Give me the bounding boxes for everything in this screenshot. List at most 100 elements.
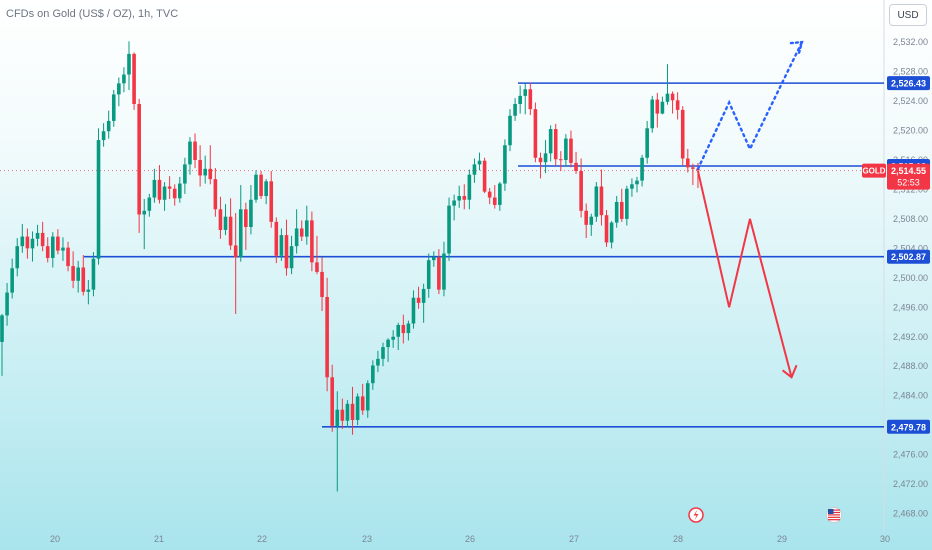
candle-body[interactable] xyxy=(127,53,131,75)
candle-body[interactable] xyxy=(365,383,370,411)
candle-body[interactable] xyxy=(299,228,304,237)
candle-body[interactable] xyxy=(462,196,467,200)
candle-body[interactable] xyxy=(482,160,487,192)
candle-body[interactable] xyxy=(518,95,522,104)
candle-body[interactable] xyxy=(132,53,136,104)
candle-body[interactable] xyxy=(274,221,279,256)
candle-body[interactable] xyxy=(584,210,588,225)
candle-body[interactable] xyxy=(533,109,538,158)
candle-body[interactable] xyxy=(406,323,411,334)
candle-body[interactable] xyxy=(645,128,649,158)
candle-body[interactable] xyxy=(386,339,390,348)
candle-body[interactable] xyxy=(249,199,253,228)
candle-body[interactable] xyxy=(76,267,80,281)
candle-body[interactable] xyxy=(264,181,268,197)
candle-body[interactable] xyxy=(269,181,274,222)
candle-body[interactable] xyxy=(193,141,197,160)
candle-body[interactable] xyxy=(340,409,345,421)
candle-body[interactable] xyxy=(452,200,456,206)
candle-body[interactable] xyxy=(86,289,91,292)
candle-body[interactable] xyxy=(528,89,533,110)
candle-body[interactable] xyxy=(96,140,101,259)
candle-body[interactable] xyxy=(432,257,436,261)
candle-body[interactable] xyxy=(198,159,202,176)
candle-body[interactable] xyxy=(670,93,675,101)
candle-body[interactable] xyxy=(183,164,187,184)
candle-body[interactable] xyxy=(167,186,172,189)
candle-body[interactable] xyxy=(157,179,162,200)
candle-body[interactable] xyxy=(635,180,639,185)
candle-body[interactable] xyxy=(71,266,75,281)
candle-body[interactable] xyxy=(233,245,238,258)
candle-body[interactable] xyxy=(614,201,619,223)
candle-body[interactable] xyxy=(538,157,543,163)
candle-body[interactable] xyxy=(172,188,177,199)
candle-body[interactable] xyxy=(51,236,55,258)
candle-body[interactable] xyxy=(665,93,670,102)
candle-body[interactable] xyxy=(360,396,365,411)
candle-body[interactable] xyxy=(416,297,421,303)
candle-body[interactable] xyxy=(203,168,207,176)
candle-body[interactable] xyxy=(472,164,477,175)
candle-body[interactable] xyxy=(569,138,573,163)
candle-body[interactable] xyxy=(492,197,497,205)
candle-body[interactable] xyxy=(254,174,258,200)
candle-body[interactable] xyxy=(61,247,65,251)
candle-body[interactable] xyxy=(350,403,355,421)
candle-body[interactable] xyxy=(218,209,223,230)
candle-body[interactable] xyxy=(330,377,334,426)
candle-body[interactable] xyxy=(487,191,492,198)
candle-body[interactable] xyxy=(152,179,157,198)
candle-body[interactable] xyxy=(294,228,299,247)
candle-body[interactable] xyxy=(467,174,472,200)
lightning-icon[interactable] xyxy=(688,507,704,523)
candle-body[interactable] xyxy=(619,201,624,219)
candle-body[interactable] xyxy=(111,94,116,121)
candle-body[interactable] xyxy=(640,157,644,181)
candle-body[interactable] xyxy=(548,129,553,154)
candle-body[interactable] xyxy=(30,238,35,249)
candle-body[interactable] xyxy=(228,216,233,246)
candle-body[interactable] xyxy=(208,168,213,180)
candle-body[interactable] xyxy=(686,158,690,168)
candle-body[interactable] xyxy=(66,247,70,267)
candle-body[interactable] xyxy=(320,271,324,297)
candle-body[interactable] xyxy=(477,160,482,165)
candle-body[interactable] xyxy=(0,315,4,342)
candle-body[interactable] xyxy=(238,209,243,258)
candle-body[interactable] xyxy=(25,236,30,249)
candle-body[interactable] xyxy=(503,145,507,184)
candle-body[interactable] xyxy=(162,186,167,200)
candle-body[interactable] xyxy=(310,220,314,263)
candle-body[interactable] xyxy=(660,101,665,114)
bearish-projection-path[interactable] xyxy=(696,170,793,378)
candle-body[interactable] xyxy=(376,358,380,366)
candle-body[interactable] xyxy=(498,183,502,205)
candle-body[interactable] xyxy=(325,296,329,378)
candle-body[interactable] xyxy=(315,262,319,272)
candle-body[interactable] xyxy=(188,141,192,165)
candle-body[interactable] xyxy=(289,246,294,269)
candle-body[interactable] xyxy=(589,216,594,225)
candle-body[interactable] xyxy=(284,235,289,269)
candle-body[interactable] xyxy=(117,83,121,95)
candle-body[interactable] xyxy=(579,171,583,211)
candle-body[interactable] xyxy=(680,109,685,159)
candle-body[interactable] xyxy=(106,120,111,132)
candle-body[interactable] xyxy=(523,89,528,96)
candle-body[interactable] xyxy=(396,324,401,337)
candle-body[interactable] xyxy=(178,183,182,199)
candle-body[interactable] xyxy=(553,129,558,160)
currency-button[interactable]: USD xyxy=(889,4,927,26)
candle-body[interactable] xyxy=(15,246,20,269)
candle-body[interactable] xyxy=(355,396,360,421)
candle-body[interactable] xyxy=(609,222,614,243)
candle-body[interactable] xyxy=(543,153,548,163)
candle-body[interactable] xyxy=(56,236,60,251)
candle-body[interactable] xyxy=(10,268,14,293)
candle-body[interactable] xyxy=(437,257,441,290)
candle-body[interactable] xyxy=(371,365,375,384)
candle-body[interactable] xyxy=(457,196,461,201)
candle-body[interactable] xyxy=(421,288,426,303)
